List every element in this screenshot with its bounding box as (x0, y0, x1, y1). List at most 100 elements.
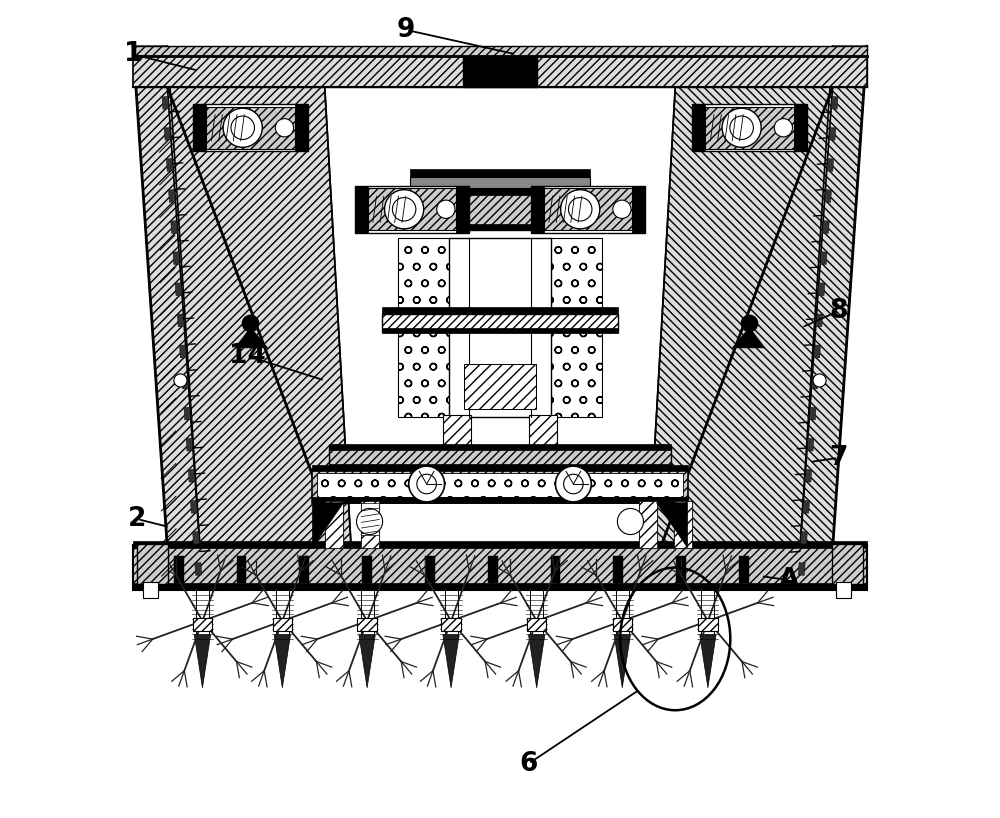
Circle shape (730, 116, 753, 140)
Bar (361, 501, 379, 547)
Bar (312, 465, 688, 471)
Bar (382, 313, 618, 331)
Bar (549, 238, 602, 417)
Circle shape (437, 200, 455, 218)
Circle shape (568, 197, 592, 221)
Polygon shape (657, 503, 688, 547)
Polygon shape (831, 97, 838, 109)
Bar (639, 501, 657, 547)
Bar (273, 618, 292, 631)
Bar (616, 590, 629, 639)
Circle shape (392, 197, 416, 221)
Bar (133, 56, 476, 87)
Polygon shape (171, 221, 178, 233)
Bar (361, 503, 379, 535)
Polygon shape (188, 470, 195, 482)
Bar (193, 104, 206, 151)
Bar (317, 473, 683, 497)
Bar (361, 590, 374, 639)
Bar (527, 618, 546, 631)
Text: 2: 2 (128, 506, 146, 532)
Bar (613, 555, 623, 583)
Bar (133, 56, 867, 87)
Bar (137, 543, 168, 584)
Polygon shape (169, 190, 175, 202)
Bar (705, 107, 794, 149)
Polygon shape (162, 97, 169, 109)
Circle shape (409, 466, 445, 502)
Bar (544, 188, 632, 230)
Circle shape (561, 190, 600, 229)
Bar (382, 328, 618, 333)
Bar (698, 618, 718, 631)
Bar (193, 618, 212, 631)
Bar (133, 583, 867, 590)
Bar (329, 444, 671, 450)
Bar (325, 501, 343, 547)
Circle shape (223, 108, 262, 147)
Bar (463, 56, 537, 87)
Polygon shape (195, 563, 202, 575)
Bar (378, 188, 622, 195)
Circle shape (722, 108, 761, 147)
Polygon shape (179, 345, 186, 357)
Polygon shape (164, 128, 171, 140)
Bar (368, 188, 456, 230)
Polygon shape (800, 532, 807, 544)
Bar (378, 224, 622, 231)
Circle shape (417, 474, 436, 494)
Bar (832, 543, 863, 584)
Bar (312, 497, 688, 503)
Bar (133, 47, 867, 56)
Polygon shape (700, 635, 716, 688)
Circle shape (242, 315, 259, 331)
Polygon shape (818, 283, 825, 295)
Bar (206, 107, 295, 149)
Polygon shape (312, 503, 343, 547)
Polygon shape (359, 635, 375, 688)
Polygon shape (614, 635, 630, 688)
Bar (639, 501, 657, 547)
Circle shape (275, 119, 294, 137)
Polygon shape (809, 407, 816, 420)
Bar (378, 188, 622, 231)
Polygon shape (190, 501, 197, 513)
Text: 8: 8 (829, 299, 848, 324)
Bar (276, 590, 289, 639)
Bar (174, 555, 184, 583)
Polygon shape (829, 128, 836, 140)
Bar (456, 186, 469, 233)
Circle shape (231, 116, 254, 140)
Bar (488, 555, 498, 583)
Bar (739, 555, 749, 583)
Bar (196, 590, 209, 639)
Bar (362, 555, 372, 583)
Bar (632, 186, 645, 233)
Bar (355, 186, 368, 233)
Bar (531, 186, 645, 233)
Text: 1: 1 (124, 42, 142, 67)
Bar (410, 177, 590, 188)
Polygon shape (167, 87, 353, 584)
Polygon shape (186, 438, 193, 451)
Bar (443, 415, 471, 479)
Bar (441, 618, 461, 631)
Bar (193, 104, 308, 151)
Polygon shape (814, 345, 821, 357)
Polygon shape (193, 532, 200, 544)
Bar (701, 590, 714, 639)
Bar (674, 501, 692, 547)
Polygon shape (822, 221, 829, 233)
Bar (295, 104, 308, 151)
Text: 9: 9 (397, 17, 415, 43)
Bar (692, 104, 705, 151)
Text: 7: 7 (829, 445, 848, 471)
Bar (531, 186, 544, 233)
Bar (357, 618, 377, 631)
Bar (361, 501, 379, 547)
Polygon shape (173, 252, 180, 264)
Bar (329, 465, 671, 470)
Polygon shape (235, 327, 268, 348)
Circle shape (774, 119, 793, 137)
Polygon shape (798, 47, 867, 584)
